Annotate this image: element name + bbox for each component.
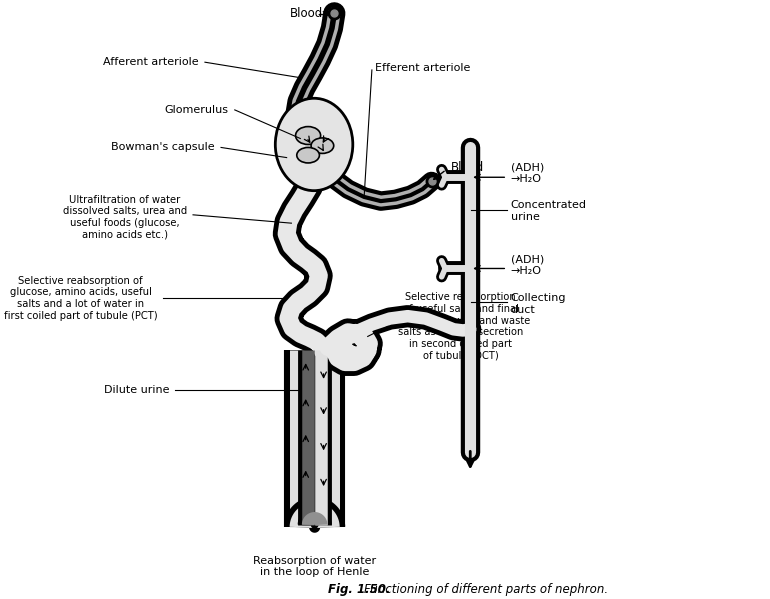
Text: (ADH)
→H₂O: (ADH) →H₂O xyxy=(511,162,544,184)
Text: Functioning of different parts of nephron.: Functioning of different parts of nephro… xyxy=(364,583,608,596)
Text: Afferent arteriole: Afferent arteriole xyxy=(103,57,199,67)
Ellipse shape xyxy=(276,98,353,190)
Text: Selective reabsorption
of useful salts and final
excretion of urea and waste
sal: Selective reabsorption of useful salts a… xyxy=(392,292,530,361)
Ellipse shape xyxy=(296,126,320,144)
Ellipse shape xyxy=(296,147,320,163)
Text: Concentrated
urine: Concentrated urine xyxy=(511,201,587,222)
Text: Blood: Blood xyxy=(451,161,484,174)
Text: Reabsorption of water
in the loop of Henle: Reabsorption of water in the loop of Hen… xyxy=(253,556,377,577)
Text: Selective reabsorption of
glucose, amino acids, useful
salts and a lot of water : Selective reabsorption of glucose, amino… xyxy=(4,276,157,320)
Text: (ADH)
→H₂O: (ADH) →H₂O xyxy=(511,254,544,276)
Text: Fig. 1.50.: Fig. 1.50. xyxy=(328,583,390,596)
Text: Blood: Blood xyxy=(290,7,323,20)
Text: Glomerulus: Glomerulus xyxy=(165,105,229,115)
Text: Collecting
duct: Collecting duct xyxy=(511,294,566,315)
Text: Dilute urine: Dilute urine xyxy=(104,385,169,395)
Text: Efferent arteriole: Efferent arteriole xyxy=(375,63,470,73)
Ellipse shape xyxy=(311,138,333,153)
Text: Ultrafiltration of water
dissolved salts, urea and
useful foods (glucose,
amino : Ultrafiltration of water dissolved salts… xyxy=(63,195,187,240)
Text: Bowman's capsule: Bowman's capsule xyxy=(112,143,215,153)
